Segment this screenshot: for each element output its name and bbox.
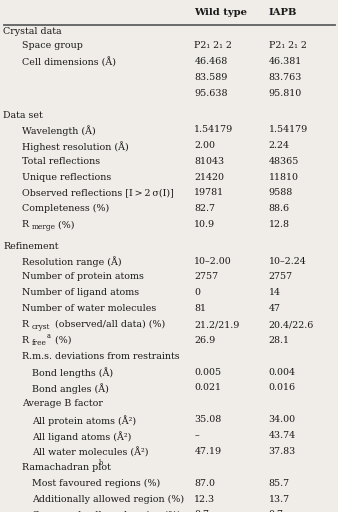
Text: Bond angles (Å): Bond angles (Å) [32, 383, 109, 394]
Text: Ramachadran plot: Ramachadran plot [22, 463, 111, 472]
Text: Wavelength (Å): Wavelength (Å) [22, 125, 96, 136]
Text: Unique reflections: Unique reflections [22, 173, 111, 182]
Text: 10–2.00: 10–2.00 [194, 257, 232, 266]
Text: Cell dimensions (Å): Cell dimensions (Å) [22, 57, 116, 67]
Text: 46.468: 46.468 [194, 57, 227, 66]
Text: Refinement: Refinement [3, 242, 59, 251]
Text: –: – [194, 431, 199, 440]
Text: 2.00: 2.00 [194, 141, 215, 150]
Text: P2₁ 2₁ 2: P2₁ 2₁ 2 [194, 41, 232, 50]
Text: Crystal data: Crystal data [3, 27, 62, 36]
Text: 47: 47 [269, 304, 281, 313]
Text: 20.4/22.6: 20.4/22.6 [269, 320, 314, 329]
Text: 43.74: 43.74 [269, 431, 296, 440]
Text: R: R [22, 336, 29, 345]
Text: (%): (%) [52, 336, 71, 345]
Text: 48365: 48365 [269, 157, 299, 166]
Text: Bond lengths (Å): Bond lengths (Å) [32, 368, 113, 378]
Text: 81: 81 [194, 304, 207, 313]
Text: 21.2/21.9: 21.2/21.9 [194, 320, 240, 329]
Text: 95.638: 95.638 [194, 89, 228, 98]
Text: All protein atoms (Å²): All protein atoms (Å²) [32, 415, 136, 426]
Text: 10–2.24: 10–2.24 [269, 257, 307, 266]
Text: 19781: 19781 [194, 188, 224, 198]
Text: 0.016: 0.016 [269, 383, 296, 393]
Text: Generously allowed region (%): Generously allowed region (%) [32, 510, 181, 512]
Text: a: a [47, 332, 51, 340]
Text: R: R [22, 320, 29, 329]
Text: 35.08: 35.08 [194, 415, 222, 424]
Text: Average B factor: Average B factor [22, 399, 103, 409]
Text: Additionally allowed region (%): Additionally allowed region (%) [32, 495, 184, 504]
Text: 85.7: 85.7 [269, 479, 290, 488]
Text: 34.00: 34.00 [269, 415, 296, 424]
Text: cryst: cryst [31, 323, 50, 331]
Text: Wild type: Wild type [194, 8, 247, 17]
Text: 82.7: 82.7 [194, 204, 215, 214]
Text: Highest resolution (Å): Highest resolution (Å) [22, 141, 129, 152]
Text: R.m.s. deviations from restraints: R.m.s. deviations from restraints [22, 352, 179, 361]
Text: free: free [31, 339, 46, 347]
Text: 1.54179: 1.54179 [194, 125, 234, 134]
Text: 47.19: 47.19 [194, 447, 221, 456]
Text: 2757: 2757 [194, 272, 218, 282]
Text: 88.6: 88.6 [269, 204, 290, 214]
Text: Observed reflections [I > 2 σ(I)]: Observed reflections [I > 2 σ(I)] [22, 188, 174, 198]
Text: 95.810: 95.810 [269, 89, 302, 98]
Text: 14: 14 [269, 288, 281, 297]
Text: 0.7: 0.7 [269, 510, 284, 512]
Text: 10.9: 10.9 [194, 220, 216, 229]
Text: 83.589: 83.589 [194, 73, 228, 82]
Text: Number of protein atoms: Number of protein atoms [22, 272, 144, 282]
Text: 9588: 9588 [269, 188, 293, 198]
Text: 83.763: 83.763 [269, 73, 302, 82]
Text: 46.381: 46.381 [269, 57, 302, 66]
Text: All water molecules (Å²): All water molecules (Å²) [32, 447, 149, 457]
Text: 28.1: 28.1 [269, 336, 290, 345]
Text: Total reflections: Total reflections [22, 157, 100, 166]
Text: Most favoured regions (%): Most favoured regions (%) [32, 479, 160, 488]
Text: 12.3: 12.3 [194, 495, 216, 504]
Text: R: R [22, 220, 29, 229]
Text: Completeness (%): Completeness (%) [22, 204, 109, 214]
Text: 12.8: 12.8 [269, 220, 290, 229]
Text: 21420: 21420 [194, 173, 224, 182]
Text: Resolution range (Å): Resolution range (Å) [22, 257, 122, 267]
Text: 2.24: 2.24 [269, 141, 290, 150]
Text: IAPB: IAPB [269, 8, 297, 17]
Text: 81043: 81043 [194, 157, 224, 166]
Text: 37.83: 37.83 [269, 447, 296, 456]
Text: 0: 0 [194, 288, 200, 297]
Text: 11810: 11810 [269, 173, 299, 182]
Text: 0.005: 0.005 [194, 368, 221, 377]
Text: (%): (%) [55, 220, 75, 229]
Text: merge: merge [31, 223, 55, 231]
Text: 13.7: 13.7 [269, 495, 290, 504]
Text: 87.0: 87.0 [194, 479, 215, 488]
Text: b: b [99, 459, 103, 467]
Text: Data set: Data set [3, 111, 43, 120]
Text: 0.021: 0.021 [194, 383, 221, 393]
Text: 2757: 2757 [269, 272, 293, 282]
Text: 0.7: 0.7 [194, 510, 209, 512]
Text: Space group: Space group [22, 41, 83, 50]
Text: Number of ligand atoms: Number of ligand atoms [22, 288, 139, 297]
Text: 26.9: 26.9 [194, 336, 216, 345]
Text: Number of water molecules: Number of water molecules [22, 304, 156, 313]
Text: (observed/all data) (%): (observed/all data) (%) [52, 320, 165, 329]
Text: 0.004: 0.004 [269, 368, 296, 377]
Text: P2₁ 2₁ 2: P2₁ 2₁ 2 [269, 41, 307, 50]
Text: 1.54179: 1.54179 [269, 125, 308, 134]
Text: All ligand atoms (Å²): All ligand atoms (Å²) [32, 431, 131, 442]
